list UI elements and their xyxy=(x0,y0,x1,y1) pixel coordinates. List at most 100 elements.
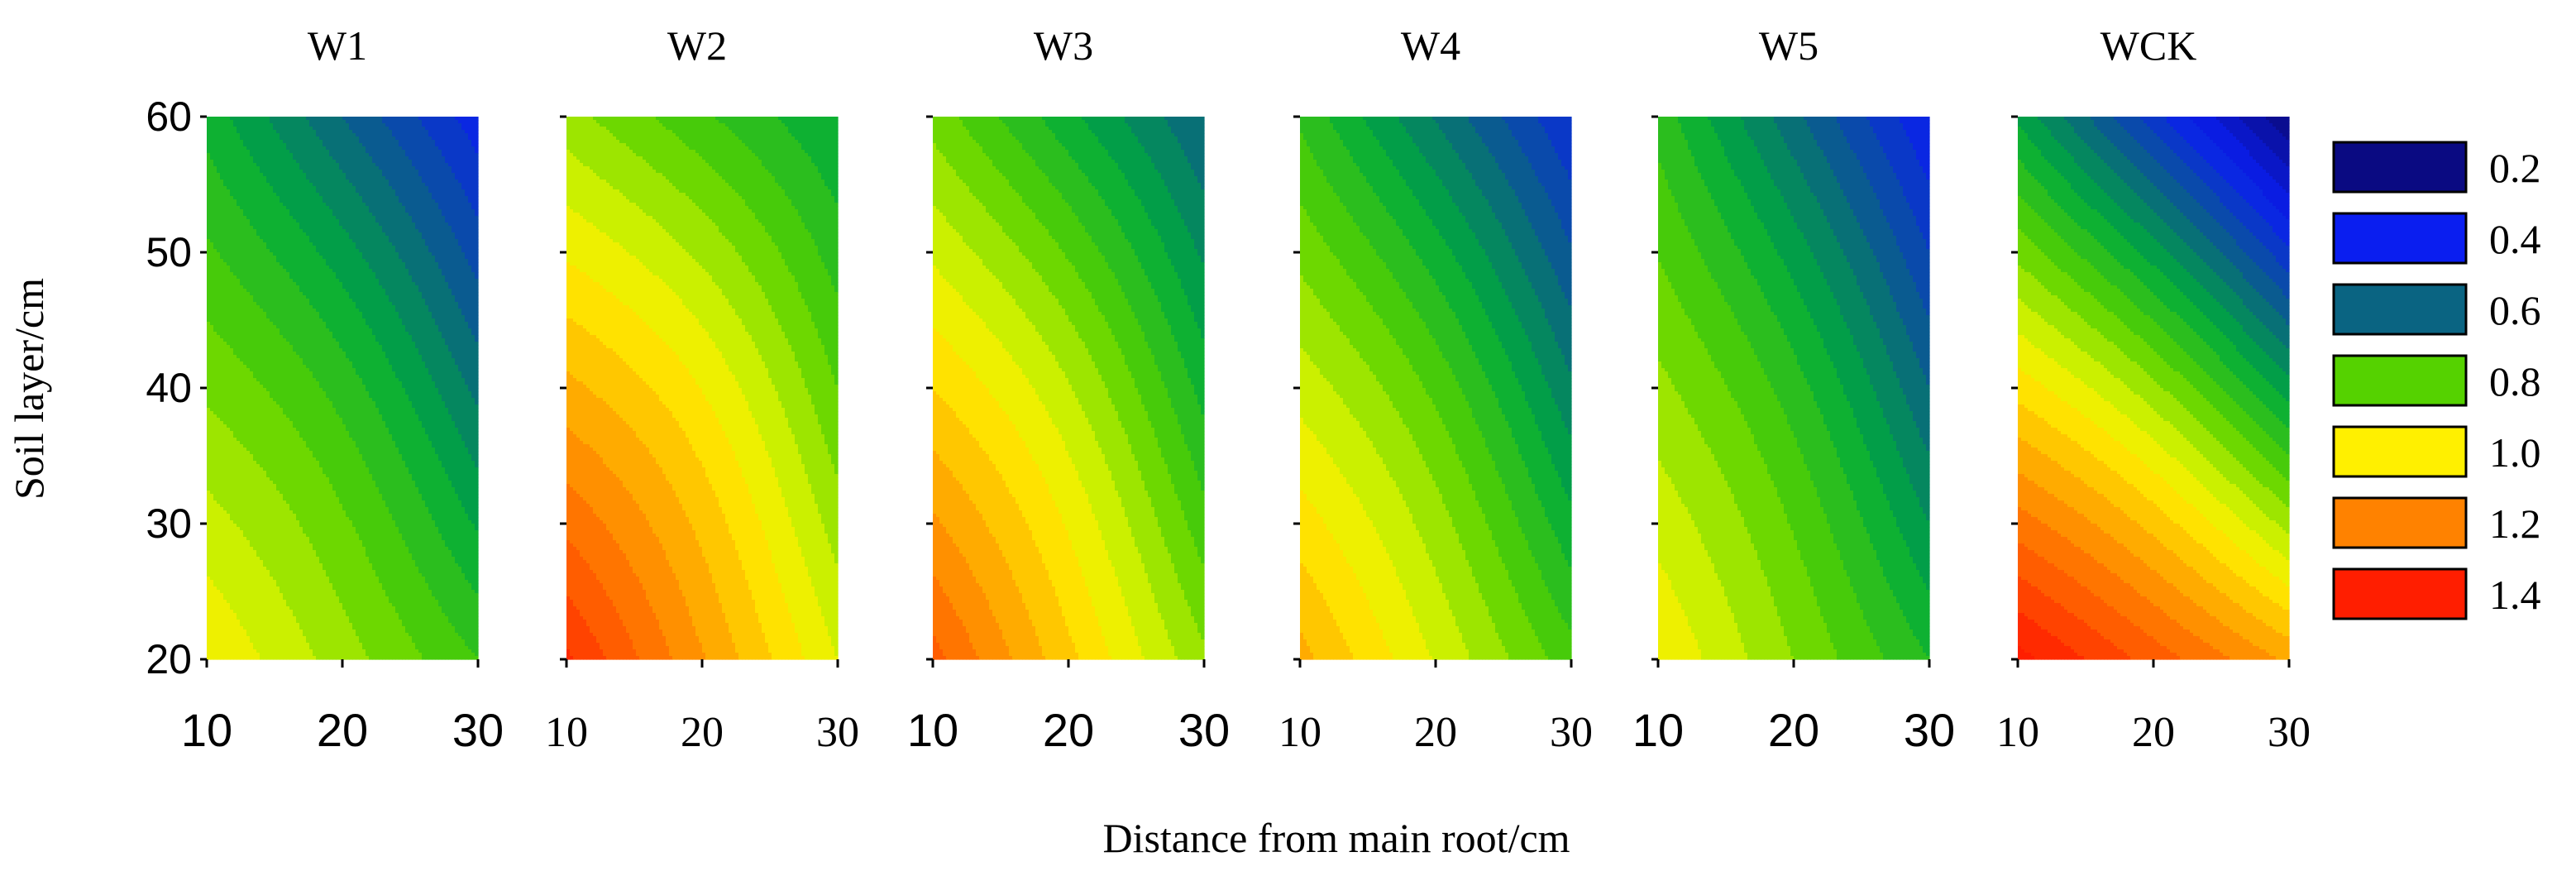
contour-cell xyxy=(362,123,366,127)
contour-cell xyxy=(452,136,456,141)
contour-cell xyxy=(266,123,270,127)
contour-cell xyxy=(359,120,363,124)
contour-cell xyxy=(392,160,396,164)
contour-cell xyxy=(399,173,403,177)
contour-cell xyxy=(306,163,310,167)
contour-cell xyxy=(289,173,294,177)
contour-cell xyxy=(220,140,224,144)
contour-cell xyxy=(366,130,370,134)
contour-cell xyxy=(395,146,399,151)
contour-cell xyxy=(243,186,247,190)
contour-cell xyxy=(316,166,320,170)
contour-cell xyxy=(422,153,426,157)
contour-cell xyxy=(286,117,290,121)
contour-cell xyxy=(356,153,360,157)
contour-cell xyxy=(445,120,449,124)
contour-cell xyxy=(366,153,370,157)
contour-cell xyxy=(280,127,284,131)
contour-cell xyxy=(471,120,476,124)
contour-cell xyxy=(213,176,217,180)
contour-cell xyxy=(246,133,251,137)
contour-cell xyxy=(359,150,363,154)
contour-cell xyxy=(442,133,446,137)
contour-cell xyxy=(306,176,310,180)
contour-cell xyxy=(273,127,277,131)
contour-cell xyxy=(375,163,380,167)
contour-cell xyxy=(359,173,363,177)
contour-cell xyxy=(425,183,429,187)
contour-cell xyxy=(336,123,340,127)
contour-cell xyxy=(455,186,459,190)
contour-cell xyxy=(210,117,214,121)
contour-cell xyxy=(227,186,231,190)
contour-cell xyxy=(352,160,356,164)
contour-cell xyxy=(329,150,333,154)
contour-cell xyxy=(233,130,237,134)
contour-cell xyxy=(385,186,390,190)
contour-cell xyxy=(217,143,221,147)
contour-cell xyxy=(372,136,376,141)
contour-cell xyxy=(465,160,469,164)
contour-cell xyxy=(471,123,476,127)
contour-cell xyxy=(289,127,294,131)
contour-cell xyxy=(207,166,211,170)
contour-cell xyxy=(223,130,227,134)
contour-cell xyxy=(289,150,294,154)
contour-cell xyxy=(233,136,237,141)
contour-cell xyxy=(319,133,323,137)
contour-cell xyxy=(385,163,390,167)
contour-cell xyxy=(409,123,413,127)
contour-cell xyxy=(266,156,270,160)
contour-cell xyxy=(342,136,346,141)
contour-cell xyxy=(362,170,366,174)
contour-cell xyxy=(240,176,244,180)
contour-cell xyxy=(276,117,280,121)
contour-cell xyxy=(352,136,356,141)
contour-cell xyxy=(465,130,469,134)
contour-cell xyxy=(286,127,290,131)
contour-cell xyxy=(452,133,456,137)
contour-cell xyxy=(438,153,442,157)
contour-cell xyxy=(303,176,307,180)
contour-cell xyxy=(366,146,370,151)
contour-cell xyxy=(329,156,333,160)
contour-cell xyxy=(402,163,406,167)
contour-cell xyxy=(349,130,353,134)
contour-cell xyxy=(207,120,211,124)
contour-cell xyxy=(428,183,433,187)
contour-cell xyxy=(422,176,426,180)
contour-cell xyxy=(346,117,350,121)
contour-cell xyxy=(230,146,234,151)
contour-cell xyxy=(230,156,234,160)
contour-cell xyxy=(465,176,469,180)
contour-cell xyxy=(319,143,323,147)
contour-cell xyxy=(286,143,290,147)
contour-cell xyxy=(339,143,343,147)
contour-cell xyxy=(382,150,386,154)
contour-cell xyxy=(366,170,370,174)
contour-cell xyxy=(316,136,320,141)
contour-cell xyxy=(346,146,350,151)
contour-cell xyxy=(455,153,459,157)
contour-cell xyxy=(332,130,337,134)
contour-cell xyxy=(458,123,462,127)
contour-cell xyxy=(309,120,313,124)
contour-cell xyxy=(369,153,373,157)
contour-cell xyxy=(237,183,241,187)
contour-cell xyxy=(465,120,469,124)
contour-cell xyxy=(399,156,403,160)
contour-cell xyxy=(213,173,217,177)
contour-cell xyxy=(336,146,340,151)
contour-cell xyxy=(293,153,297,157)
contour-cell xyxy=(220,150,224,154)
contour-cell xyxy=(296,166,300,170)
contour-cell xyxy=(293,127,297,131)
contour-cell xyxy=(313,130,317,134)
contour-cell xyxy=(336,143,340,147)
contour-cell xyxy=(458,150,462,154)
contour-cell xyxy=(465,136,469,141)
contour-cell xyxy=(418,133,423,137)
contour-cell xyxy=(438,130,442,134)
contour-cell xyxy=(432,156,436,160)
contour-cell xyxy=(339,127,343,131)
